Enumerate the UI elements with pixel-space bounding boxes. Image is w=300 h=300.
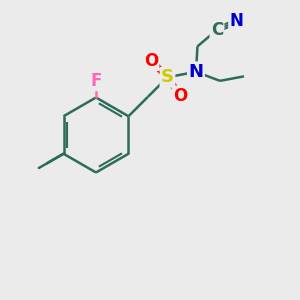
Text: C: C xyxy=(211,21,223,39)
Text: O: O xyxy=(173,87,187,105)
Text: S: S xyxy=(161,68,174,86)
Text: N: N xyxy=(230,12,243,30)
Text: N: N xyxy=(188,63,203,81)
Text: F: F xyxy=(90,72,102,90)
Text: O: O xyxy=(144,52,158,70)
